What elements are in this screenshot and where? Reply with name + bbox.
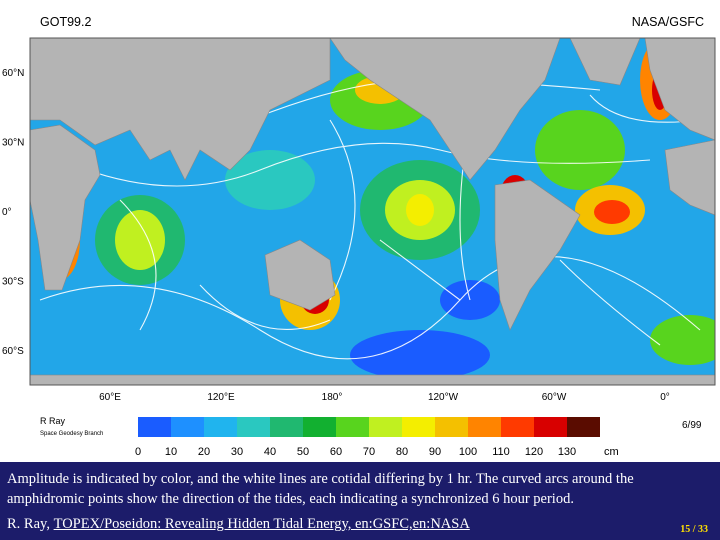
color-swatch <box>138 417 171 437</box>
color-swatch <box>468 417 501 437</box>
color-tick-label: 20 <box>198 446 210 458</box>
lon-label: 0° <box>660 392 670 403</box>
color-tick-label: 100 <box>459 446 477 458</box>
lat-label: 30°N <box>2 138 24 149</box>
lon-label: 120°E <box>207 392 235 403</box>
caption: Amplitude is indicated by color, and the… <box>7 471 634 507</box>
color-tick-label: 40 <box>264 446 276 458</box>
lon-label: 60°W <box>542 392 567 403</box>
lon-label: 120°W <box>428 392 459 403</box>
map-shape <box>329 38 561 181</box>
color-swatch <box>501 417 534 437</box>
color-swatch <box>435 417 468 437</box>
map-shape <box>30 124 101 291</box>
lat-label: 60°N <box>2 68 24 79</box>
color-swatch <box>336 417 369 437</box>
map-shape <box>199 284 331 331</box>
legend-unit: cm <box>604 446 619 458</box>
map-shape <box>30 38 331 181</box>
map-shape <box>30 374 715 385</box>
map-shape <box>559 259 661 346</box>
color-tick-label: 30 <box>231 446 243 458</box>
legend-branch: Space Geodesy Branch <box>40 431 103 437</box>
map-shape <box>350 330 490 380</box>
lon-label: 60°E <box>99 392 121 403</box>
map-date: 6/99 <box>682 420 702 431</box>
tide-map <box>30 38 715 385</box>
map-shape <box>644 38 715 141</box>
map-source: NASA/GSFC <box>632 15 704 29</box>
color-tick-label: 70 <box>363 446 375 458</box>
map-shape <box>30 38 715 385</box>
color-swatch <box>369 417 402 437</box>
citation: R. Ray, TOPEX/Poseidon: Revealing Hidden… <box>7 516 470 533</box>
map-shape <box>664 139 715 216</box>
color-swatch <box>270 417 303 437</box>
color-tick-label: 120 <box>525 446 543 458</box>
lat-label: 0° <box>2 207 12 218</box>
color-swatch <box>171 417 204 437</box>
lat-label: 60°S <box>2 346 24 357</box>
color-tick-label: 50 <box>297 446 309 458</box>
figure: GOT99.2 NASA/GSFC <box>2 15 716 458</box>
map-shape <box>494 179 581 331</box>
map-shape <box>39 142 651 187</box>
legend-author: R Ray <box>40 416 66 426</box>
map-shape <box>329 119 356 301</box>
page-number: 15 / 33 <box>680 524 708 535</box>
color-swatch <box>534 417 567 437</box>
caption-band: Amplitude is indicated by color, and the… <box>0 462 720 540</box>
color-swatch <box>303 417 336 437</box>
color-tick-label: 90 <box>429 446 441 458</box>
map-title: GOT99.2 <box>40 15 91 29</box>
map-shape <box>594 200 630 224</box>
color-tick-label: 10 <box>165 446 177 458</box>
map-shape <box>264 239 336 311</box>
citation-author: R. Ray, <box>7 516 50 532</box>
lon-label: 180° <box>322 392 343 403</box>
map-shape <box>225 150 315 210</box>
color-tick-label: 130 <box>558 446 576 458</box>
map-shape <box>119 199 157 331</box>
map-shape <box>115 210 165 270</box>
color-swatch <box>402 417 435 437</box>
color-tick-label: 60 <box>330 446 342 458</box>
color-tick-label: 110 <box>492 446 510 458</box>
color-swatch <box>567 417 600 437</box>
citation-link[interactable]: TOPEX/Poseidon: Revealing Hidden Tidal E… <box>53 516 470 532</box>
color-swatch <box>237 417 270 437</box>
map-shape <box>569 38 641 86</box>
map-shape <box>535 110 625 190</box>
map-shape <box>406 194 434 226</box>
map-shape <box>650 315 715 365</box>
color-swatch <box>204 417 237 437</box>
lat-label: 30°S <box>2 277 24 288</box>
color-tick-label: 0 <box>135 446 141 458</box>
color-tick-label: 80 <box>396 446 408 458</box>
map-shape <box>379 239 461 301</box>
map-frame <box>29 37 716 386</box>
